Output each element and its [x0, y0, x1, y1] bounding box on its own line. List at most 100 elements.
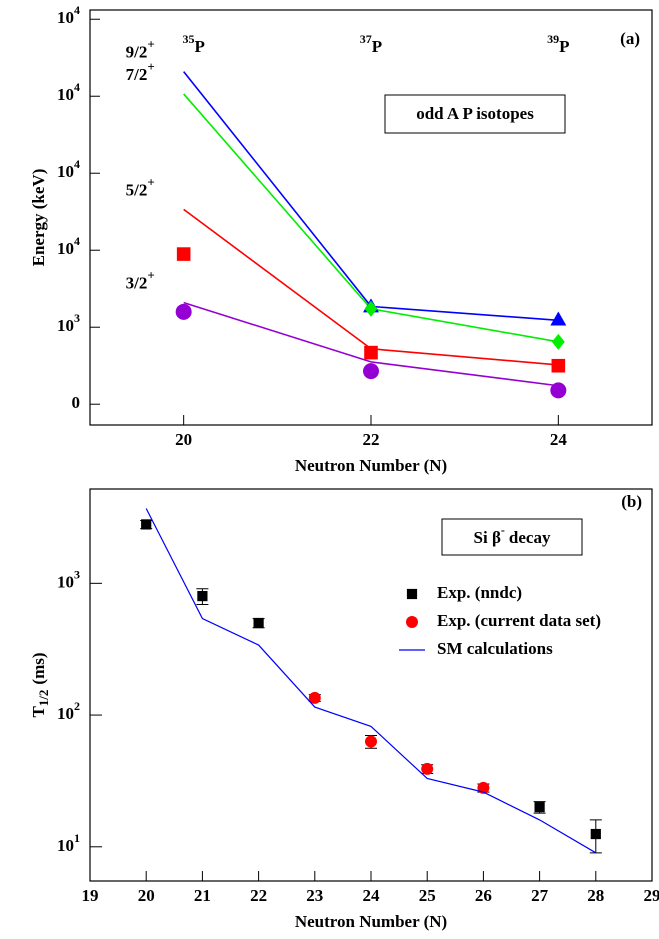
marker: [175, 303, 192, 320]
panel-label: (a): [620, 29, 640, 48]
x-tick-label: 28: [587, 886, 604, 905]
x-tick-label: 26: [475, 886, 492, 905]
box-label: Si β-decay: [474, 523, 551, 547]
tick-base: 10: [57, 162, 74, 181]
marker: [550, 311, 567, 326]
marker: [590, 828, 601, 840]
x-tick-label: 24: [550, 430, 568, 449]
x-tick-label: 21: [194, 886, 211, 905]
x-axis-title: Neutron Number (N): [295, 456, 447, 475]
legend-label: Exp. (nndc): [437, 583, 522, 602]
tick-exponent: 3: [74, 311, 80, 325]
y-tick-label: 103: [57, 311, 80, 335]
x-tick-label: 20: [175, 430, 192, 449]
level-spin: 9/2: [126, 43, 148, 62]
x-tick-label: 29: [644, 886, 659, 905]
isotope-symbol: P: [559, 37, 569, 56]
y-tick-label: 104: [57, 234, 80, 258]
y-title-rest: (ms): [29, 652, 48, 684]
label-box: [384, 94, 566, 134]
x-tick-label: 27: [531, 886, 549, 905]
level-label: 3/2+: [126, 268, 155, 293]
x-tick-label: 25: [419, 886, 436, 905]
marker: [364, 300, 378, 317]
tick-exponent: 4: [74, 234, 80, 248]
marker: [550, 382, 567, 399]
x-tick-label: 22: [363, 430, 380, 449]
isotope-label: 35P: [182, 32, 204, 56]
level-parity: +: [147, 174, 154, 189]
isotope-mass: 39: [547, 32, 559, 46]
marker: [253, 617, 264, 629]
legend-marker: [406, 588, 418, 600]
marker: [421, 762, 434, 775]
tick-base: 10: [57, 572, 74, 591]
y-tick-label: 104: [57, 157, 80, 181]
level-label: 7/2+: [126, 59, 155, 84]
isotope-mass: 37: [360, 32, 372, 46]
plot-frame: [89, 9, 653, 426]
level-spin: 3/2: [126, 273, 148, 292]
marker: [534, 802, 545, 813]
y-tick-label: 101: [57, 831, 80, 855]
x-axis-title: Neutron Number (N): [295, 912, 447, 931]
tick-exponent: 4: [74, 80, 80, 94]
tick-base: 10: [57, 836, 74, 855]
level-parity: +: [147, 37, 154, 52]
x-tick-label: 19: [82, 886, 99, 905]
box-text: Si β: [474, 528, 501, 547]
y-title-sub: 1/2: [36, 690, 51, 707]
tick-base: 10: [57, 239, 74, 258]
legend-label: Exp. (current data set): [437, 611, 601, 630]
marker: [308, 691, 321, 704]
box-text2: decay: [509, 528, 551, 547]
panel-label: (b): [621, 492, 642, 511]
legend-marker: [406, 616, 418, 628]
isotope-label: 37P: [360, 32, 382, 56]
y-axis-title: Energy (keV): [29, 169, 48, 267]
isotope-label: 39P: [547, 32, 569, 56]
tick-exponent: 4: [74, 157, 80, 171]
tick-exponent: 1: [74, 831, 80, 845]
level-parity: +: [147, 268, 154, 283]
tick-base: 10: [57, 8, 74, 27]
level-label: 5/2+: [126, 174, 155, 199]
tick-base: 10: [57, 704, 74, 723]
marker: [364, 345, 378, 360]
marker: [363, 363, 379, 380]
box-sup: -: [501, 523, 505, 537]
x-tick-label: 24: [363, 886, 381, 905]
tick-exponent: 3: [74, 567, 80, 581]
x-tick-label: 22: [250, 886, 267, 905]
marker: [551, 358, 566, 373]
y-tick-label: 102: [57, 699, 80, 723]
marker: [365, 735, 377, 748]
y-axis-title: T1/2 (ms): [29, 652, 51, 717]
marker: [141, 519, 152, 530]
sm-line: [183, 301, 559, 387]
level-spin: 7/2: [126, 65, 148, 84]
sm-line: [145, 508, 597, 854]
tick-base: 0: [72, 393, 81, 412]
x-tick-label: 20: [138, 886, 155, 905]
box-label: odd A P isotopes: [416, 104, 534, 123]
y-tick-label: 103: [57, 567, 80, 591]
tick-base: 10: [57, 85, 74, 104]
level-spin: 5/2: [126, 180, 148, 199]
y-tick-label: 104: [57, 3, 80, 27]
y-title-base: T: [29, 706, 48, 718]
tick-exponent: 2: [74, 699, 80, 713]
marker: [197, 590, 208, 602]
level-label: 9/2+: [126, 37, 155, 62]
marker: [176, 247, 191, 261]
sm-line: [183, 208, 559, 366]
tick-exponent: 4: [74, 3, 80, 17]
marker: [551, 333, 565, 350]
tick-base: 10: [57, 316, 74, 335]
y-tick-label: 104: [57, 80, 80, 104]
legend-label: SM calculations: [437, 639, 553, 658]
level-parity: +: [147, 59, 154, 74]
isotope-mass: 35: [182, 32, 194, 46]
y-tick-label: 0: [72, 393, 81, 412]
